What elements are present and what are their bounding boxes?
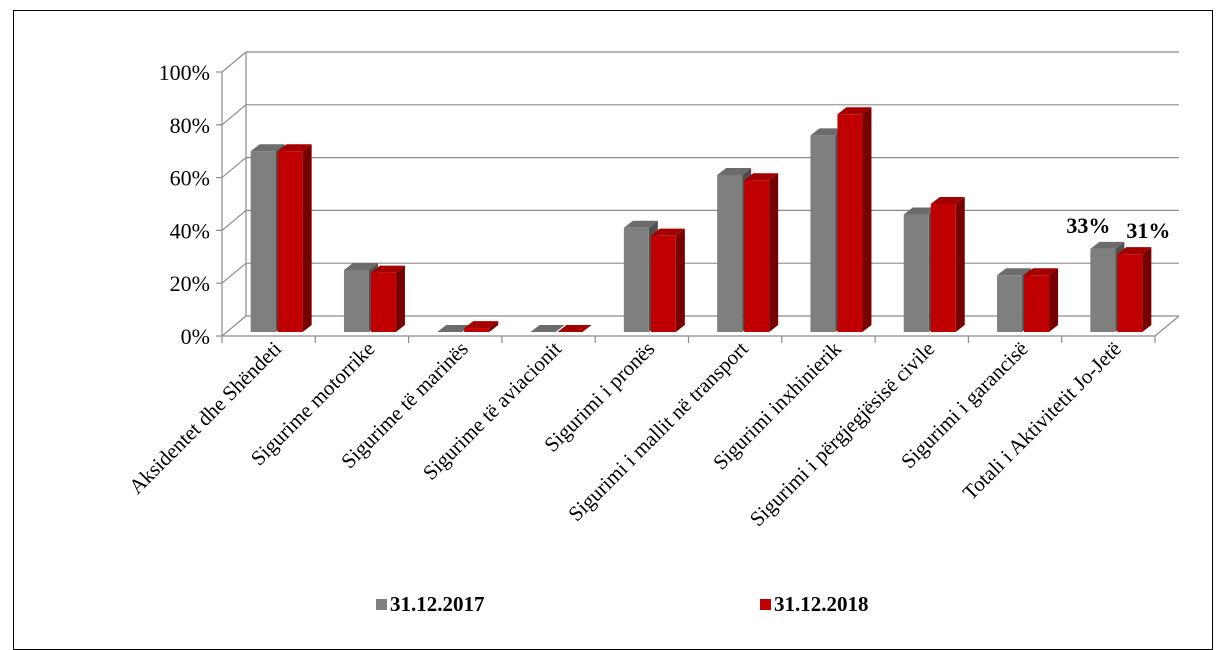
bar-top	[810, 128, 845, 136]
gridline-side	[221, 209, 247, 231]
bar-top	[1090, 241, 1125, 249]
bar-front	[930, 204, 956, 332]
bar-front	[837, 114, 863, 333]
legend-swatch-2017	[376, 599, 387, 610]
bar-top	[370, 265, 405, 273]
y-tick-label: 80%	[170, 113, 210, 138]
gridline-side	[221, 157, 247, 179]
bar-side	[769, 173, 779, 332]
bar-top	[464, 321, 499, 329]
bar-front	[250, 151, 276, 332]
bar	[837, 107, 872, 333]
category-label: Totali i Aktivitetit Jo-Jetë	[958, 337, 1126, 505]
bar-top	[1024, 268, 1059, 276]
bar-front	[903, 214, 929, 332]
floor-right-edge	[1154, 315, 1180, 337]
bar-front	[1117, 254, 1143, 332]
bar-side	[1049, 268, 1059, 332]
bar	[437, 325, 472, 332]
bar	[530, 325, 565, 332]
bar-side	[862, 107, 872, 333]
bar-side	[395, 265, 405, 332]
bar	[650, 228, 685, 332]
bar-top	[744, 173, 779, 181]
legend-swatch-2018	[760, 599, 771, 610]
bar-front	[744, 180, 770, 332]
bar	[370, 265, 405, 332]
gridline-side	[221, 315, 247, 337]
bar-front	[370, 272, 396, 332]
data-label: 31%	[1126, 218, 1170, 243]
bar	[930, 197, 965, 332]
bar	[1117, 247, 1152, 332]
y-tick-label: 40%	[170, 218, 210, 243]
bar	[1024, 268, 1059, 332]
bar-top	[930, 197, 965, 204]
bar-top	[837, 107, 872, 115]
bar-top	[530, 325, 565, 332]
y-tick-label: 100%	[159, 60, 210, 85]
bar-top	[623, 220, 658, 228]
axes	[216, 71, 1180, 343]
bar-top	[650, 228, 685, 236]
bars	[250, 107, 1152, 333]
gridline-side	[221, 104, 247, 126]
gridline-side	[221, 51, 247, 73]
bar-chart: 0% 20% 40% 60% 80% 100% Aksidentet dhe Shënde…	[124, 51, 1180, 531]
bar-front	[717, 174, 743, 332]
bar	[277, 144, 312, 332]
gridline-side	[221, 262, 247, 284]
bar-top	[717, 167, 752, 175]
category-label: Aksidentet dhe Shëndeti	[124, 336, 286, 498]
y-tick-label: 0%	[181, 324, 210, 349]
bar	[744, 173, 779, 332]
bar-side	[675, 228, 685, 332]
bar-side	[1142, 247, 1152, 332]
bar-top	[343, 263, 378, 270]
bar-front	[1090, 248, 1116, 332]
legend-label-2017: 31.12.2017	[390, 592, 485, 616]
bar	[557, 325, 592, 332]
y-tick-label: 20%	[170, 271, 210, 296]
bar-top	[437, 325, 472, 332]
bar-side	[302, 144, 312, 332]
bar-front	[810, 135, 836, 332]
bar-side	[489, 321, 499, 332]
legend-label-2018: 31.12.2018	[774, 592, 869, 616]
bar-front	[650, 235, 676, 332]
bar-side	[955, 197, 965, 332]
legend-item-2017: 31.12.2017	[376, 592, 485, 617]
bar-front	[997, 275, 1023, 332]
bar	[464, 321, 499, 332]
bar-top	[250, 144, 285, 152]
category-label: Sigurimi i përgjegjësisë civile	[745, 337, 939, 531]
bar-front	[464, 328, 490, 332]
bar-top	[1117, 247, 1152, 255]
bar-front	[1024, 275, 1050, 332]
y-axis-ticks: 0% 20% 40% 60% 80% 100%	[159, 60, 210, 349]
bar-top	[557, 325, 592, 332]
bar-top	[997, 268, 1032, 276]
bar-front	[623, 227, 649, 332]
bar-front	[343, 270, 369, 332]
y-tick-label: 60%	[170, 166, 210, 191]
bar-front	[277, 151, 303, 332]
bar-top	[903, 207, 938, 215]
data-labels: 33% 31%	[1066, 213, 1170, 243]
category-label: Sigurimi i mallit në transport	[563, 336, 752, 525]
legend-item-2018: 31.12.2018	[760, 592, 869, 617]
data-label: 33%	[1066, 213, 1110, 238]
bar-top	[277, 144, 312, 152]
